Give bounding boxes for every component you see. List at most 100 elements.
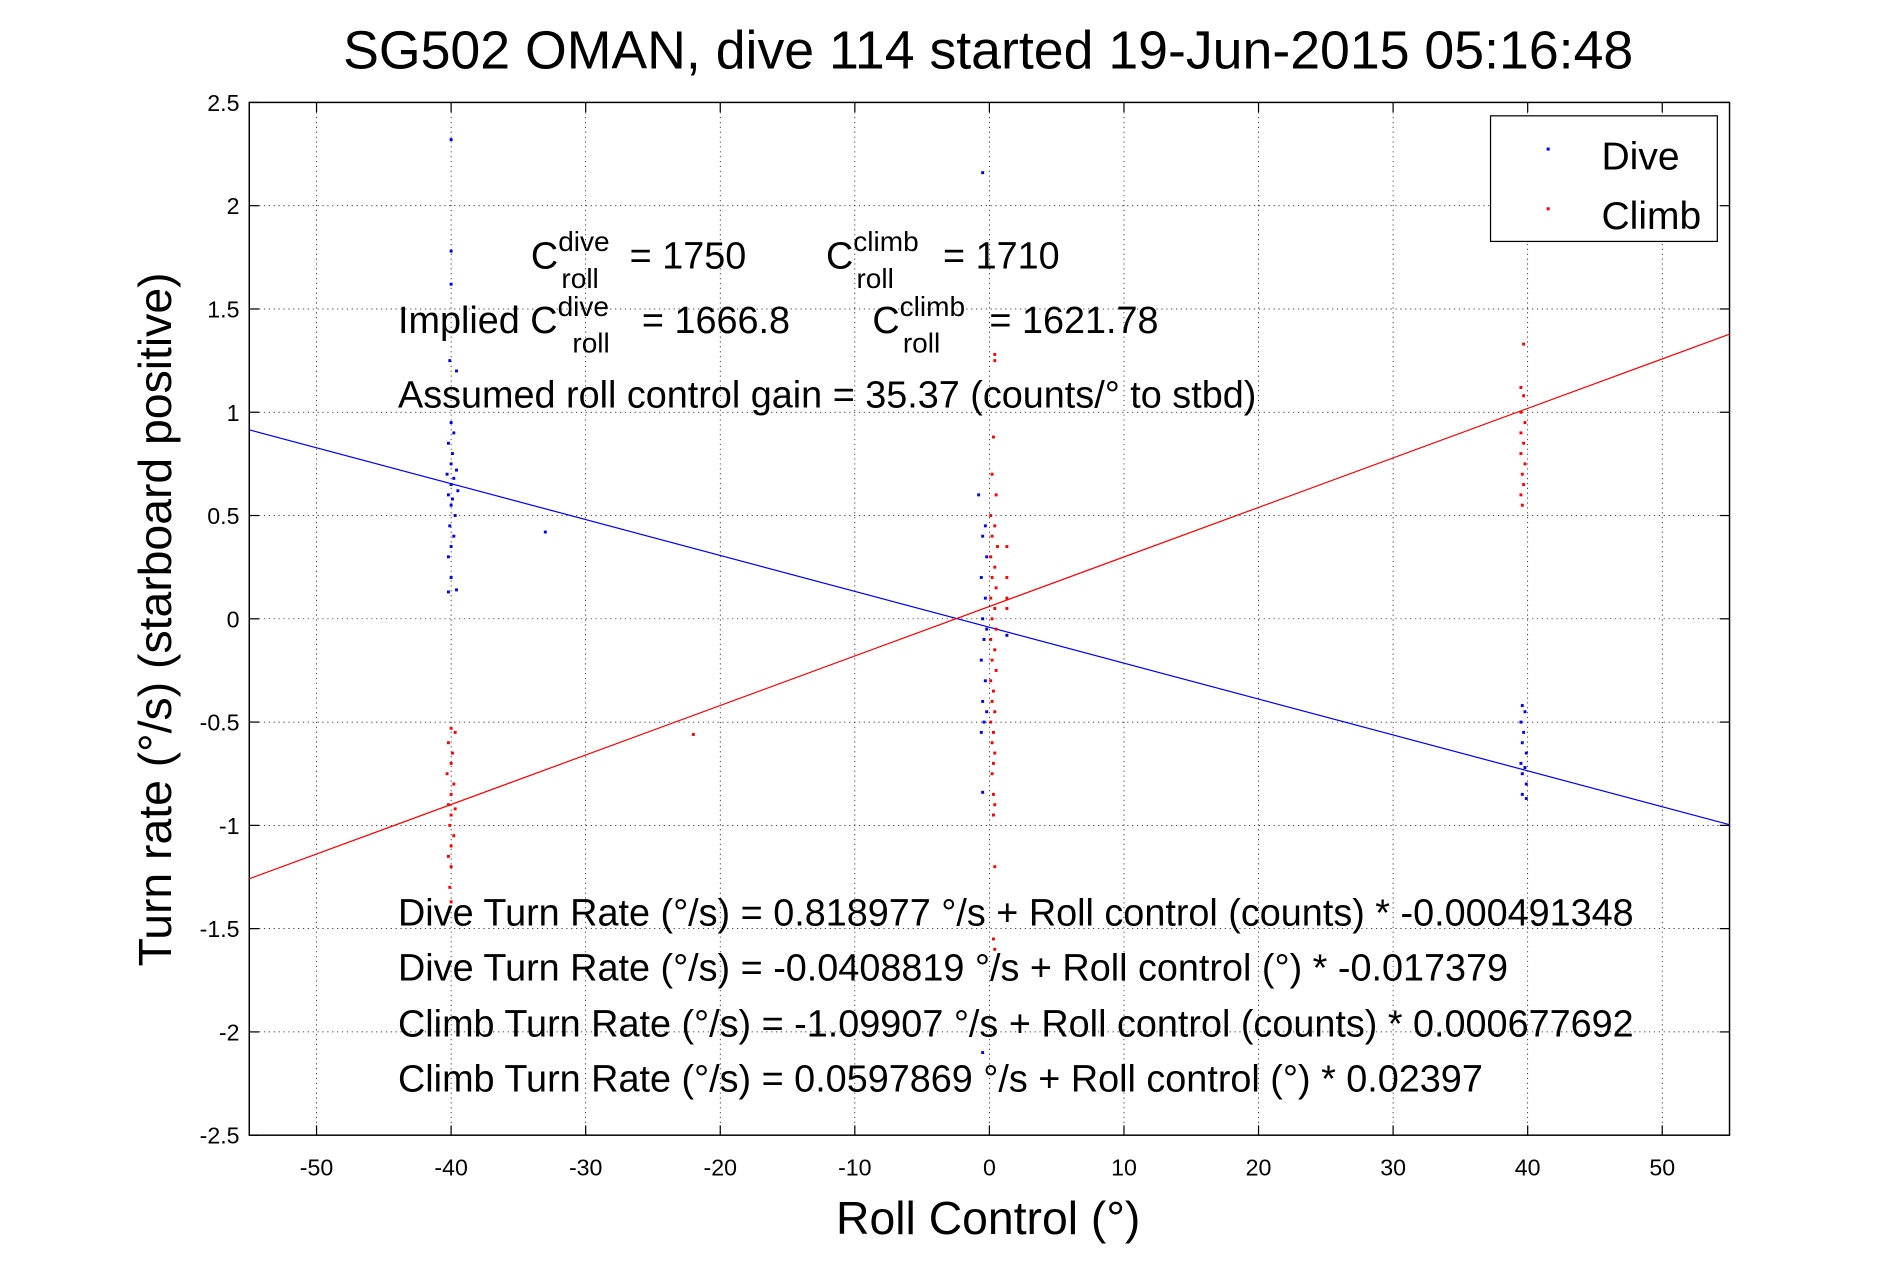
dive-point [982,637,986,641]
equation-dive-counts: Dive Turn Rate (°/s) = 0.818977 °/s + Ro… [398,892,1634,934]
dive-point [1523,766,1527,769]
climb-point [989,679,993,683]
x-tick-label: 10 [1111,1154,1137,1180]
dive-point [981,699,985,703]
dive-point [445,472,449,476]
climb-point [991,435,995,439]
dive-point [977,493,981,497]
implied-dive: Implied Cdive [398,291,609,342]
climb-point [1522,394,1526,398]
dive-point [981,171,985,175]
climb-point [1520,503,1524,507]
legend-marker-dive [1546,147,1550,151]
dive-point [982,720,986,724]
climb-point [993,648,997,652]
y-tick-label: 1 [227,400,240,426]
climb-point [991,730,995,734]
legend-label-climb: Climb [1601,195,1701,238]
climb-point [452,782,456,786]
climb-point [1005,607,1009,610]
dive-point [448,359,452,363]
dive-point [1520,741,1524,745]
x-tick-label: 50 [1649,1154,1675,1180]
legend: Dive Climb [1489,115,1718,243]
dive-point [452,431,456,435]
y-tick-label: -0.5 [200,710,240,736]
implied-climb-sub: roll [903,327,940,358]
dive-point [979,730,983,734]
scatter-points [445,138,1528,1055]
c-roll-dive-sub: roll [561,263,598,294]
y-axis-label: Turn rate (°/s) (starboard positive) [129,272,181,966]
dive-point [981,617,985,621]
axis-ticks: -50 -40 -30 -20 -10 0 10 20 30 40 50-2.5-2-1.5-1-0… [200,90,1730,1180]
c-roll-climb-value: = 1710 [943,235,1060,277]
dive-point [446,441,450,445]
dive-point [1523,710,1527,714]
climb-point [989,555,993,559]
dive-point [452,534,456,538]
y-tick-label: 0 [227,606,240,632]
climb-point [993,607,997,610]
climb-point [452,834,456,838]
climb-point [993,359,997,363]
climb-point [449,726,453,730]
climb-point [993,751,997,755]
dive-point [449,545,453,548]
dive-point [1520,704,1524,708]
climb-point [1519,493,1523,497]
climb-point [991,761,995,765]
equation-climb-counts: Climb Turn Rate (°/s) = -1.09907 °/s + R… [398,1003,1634,1045]
climb-point [991,689,995,693]
y-tick-label: -2 [219,1019,240,1045]
gain-annotation: Assumed roll control gain = 35.37 (count… [398,374,1256,416]
dive-point [446,590,450,594]
climb-point [994,627,998,631]
climb-point [993,710,997,714]
climb-point [994,586,998,590]
dive-point [1520,792,1524,796]
climb-point [990,472,994,476]
c-roll-dive-value: = 1750 [630,235,747,277]
climb-point [449,761,453,765]
climb-point [990,658,994,662]
dive-point [449,421,453,425]
climb-point [446,803,450,807]
climb-point [991,937,995,941]
dive-point [979,658,983,662]
climb-point [993,565,997,569]
climb-point [1523,421,1527,425]
climb-point [990,741,994,745]
dive-point [449,576,453,579]
dive-point [1519,761,1523,765]
dive-point [446,493,450,497]
chart-title: SG502 OMAN, dive 114 started 19-Jun-2015… [343,20,1633,80]
dive-point [1519,720,1523,724]
equation-dive-degrees: Dive Turn Rate (°/s) = -0.0408819 °/s + … [398,947,1508,989]
climb-point [449,900,453,904]
c-roll-climb: Cclimb [826,226,919,277]
climb-point [448,885,452,889]
x-tick-label: -50 [300,1154,333,1180]
x-tick-label: 20 [1246,1154,1272,1180]
climb-point [990,699,994,703]
dive-point [455,468,458,472]
climb-point [991,813,995,817]
dive-point [981,534,985,538]
y-tick-label: -1.5 [200,916,240,942]
x-tick-label: -20 [704,1154,737,1180]
climb-point [989,637,993,641]
climb-fit-line [249,333,1730,880]
climb-point [1522,342,1526,346]
dive-point [449,249,453,253]
dive-point [1524,797,1528,800]
climb-point [1519,452,1523,456]
y-tick-label: 0.5 [207,503,239,529]
climb-point [1522,483,1526,487]
climb-point [990,576,994,579]
dive-point [449,282,453,286]
climb-point [446,741,450,745]
climb-point [989,720,993,724]
dive-point [455,588,458,592]
dive-point [1005,633,1009,637]
